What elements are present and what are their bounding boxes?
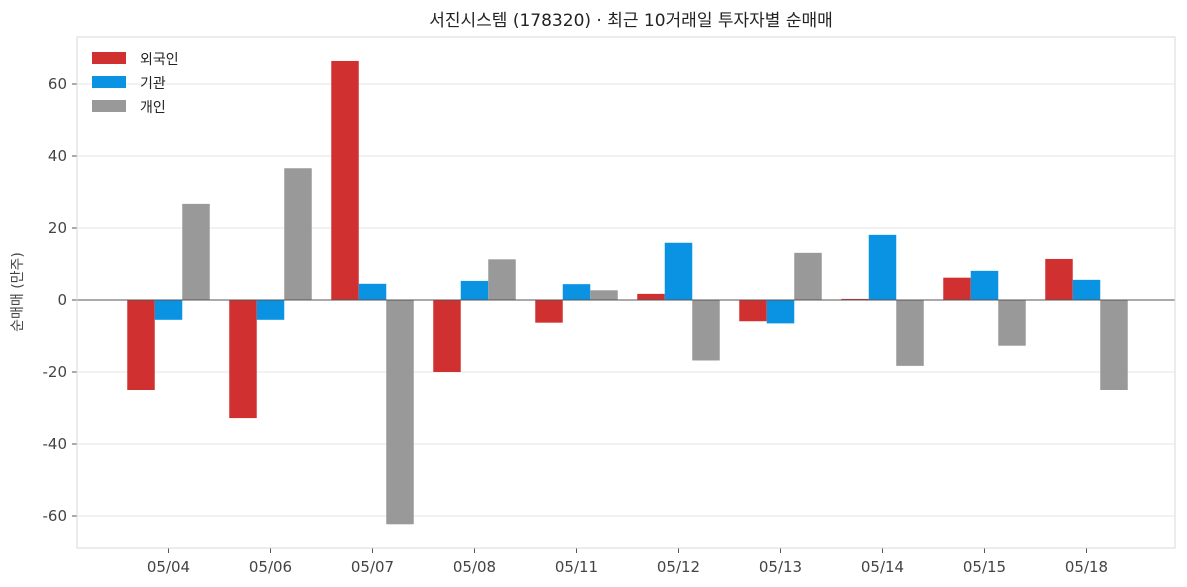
chart-title: 서진시스템 (178320) · 최근 10거래일 투자자별 순매매 xyxy=(429,11,833,31)
bar xyxy=(284,168,312,300)
legend-swatch xyxy=(92,76,126,88)
x-tick-label: 05/11 xyxy=(555,558,598,576)
x-tick-label: 05/08 xyxy=(453,558,496,576)
bar xyxy=(386,300,414,525)
y-axis-label: 순매매 (만주) xyxy=(10,252,26,332)
x-tick-label: 05/14 xyxy=(861,558,904,576)
bar xyxy=(739,300,767,322)
x-tick-label: 05/06 xyxy=(249,558,292,576)
bar xyxy=(943,277,971,300)
bar xyxy=(562,284,591,300)
y-tick-label: -60 xyxy=(43,507,68,525)
bar xyxy=(229,300,257,419)
y-tick-label: 20 xyxy=(48,219,67,237)
x-tick-label: 05/12 xyxy=(657,558,700,576)
plot-frame xyxy=(76,36,1176,549)
y-tick-label: 60 xyxy=(48,75,67,93)
bar xyxy=(590,290,618,300)
bar xyxy=(794,252,822,300)
y-tick-label: -20 xyxy=(43,363,68,381)
y-tick-label: 0 xyxy=(57,291,67,309)
bar xyxy=(998,300,1026,346)
bar xyxy=(1045,258,1073,300)
bar xyxy=(127,300,155,390)
bar xyxy=(868,234,897,300)
bar xyxy=(637,293,665,300)
x-tick-label: 05/07 xyxy=(351,558,394,576)
legend-label: 기관 xyxy=(140,76,166,92)
x-tick-label: 05/13 xyxy=(759,558,802,576)
grid xyxy=(77,83,1175,517)
bar xyxy=(692,300,720,361)
bars xyxy=(127,60,1128,525)
y-tick-label: -40 xyxy=(43,435,68,453)
bar xyxy=(256,300,285,320)
axes: 60 40 20 0 -20 -40 -60 05/04 05/06 05/07 05/08 05/1… xyxy=(43,36,1176,576)
legend-swatch xyxy=(92,100,126,112)
legend-label: 외국인 xyxy=(140,52,179,68)
x-tick-label: 05/15 xyxy=(963,558,1006,576)
x-tick-label: 05/04 xyxy=(147,558,190,576)
bar xyxy=(841,298,869,300)
bar xyxy=(1100,300,1128,390)
bar xyxy=(970,270,999,300)
bar xyxy=(896,300,924,366)
bar xyxy=(460,280,489,300)
bar xyxy=(535,300,563,323)
bar xyxy=(154,300,183,320)
bar xyxy=(766,300,795,324)
bar xyxy=(433,300,461,372)
bar xyxy=(331,60,359,301)
bar xyxy=(358,283,387,300)
bar xyxy=(182,203,210,300)
y-tick-label: 40 xyxy=(48,147,67,165)
legend-swatch xyxy=(92,52,126,64)
bar xyxy=(1072,279,1101,300)
legend-label: 개인 xyxy=(140,100,166,116)
x-tick-label: 05/18 xyxy=(1065,558,1108,576)
bar xyxy=(664,242,693,300)
bar xyxy=(488,259,516,300)
